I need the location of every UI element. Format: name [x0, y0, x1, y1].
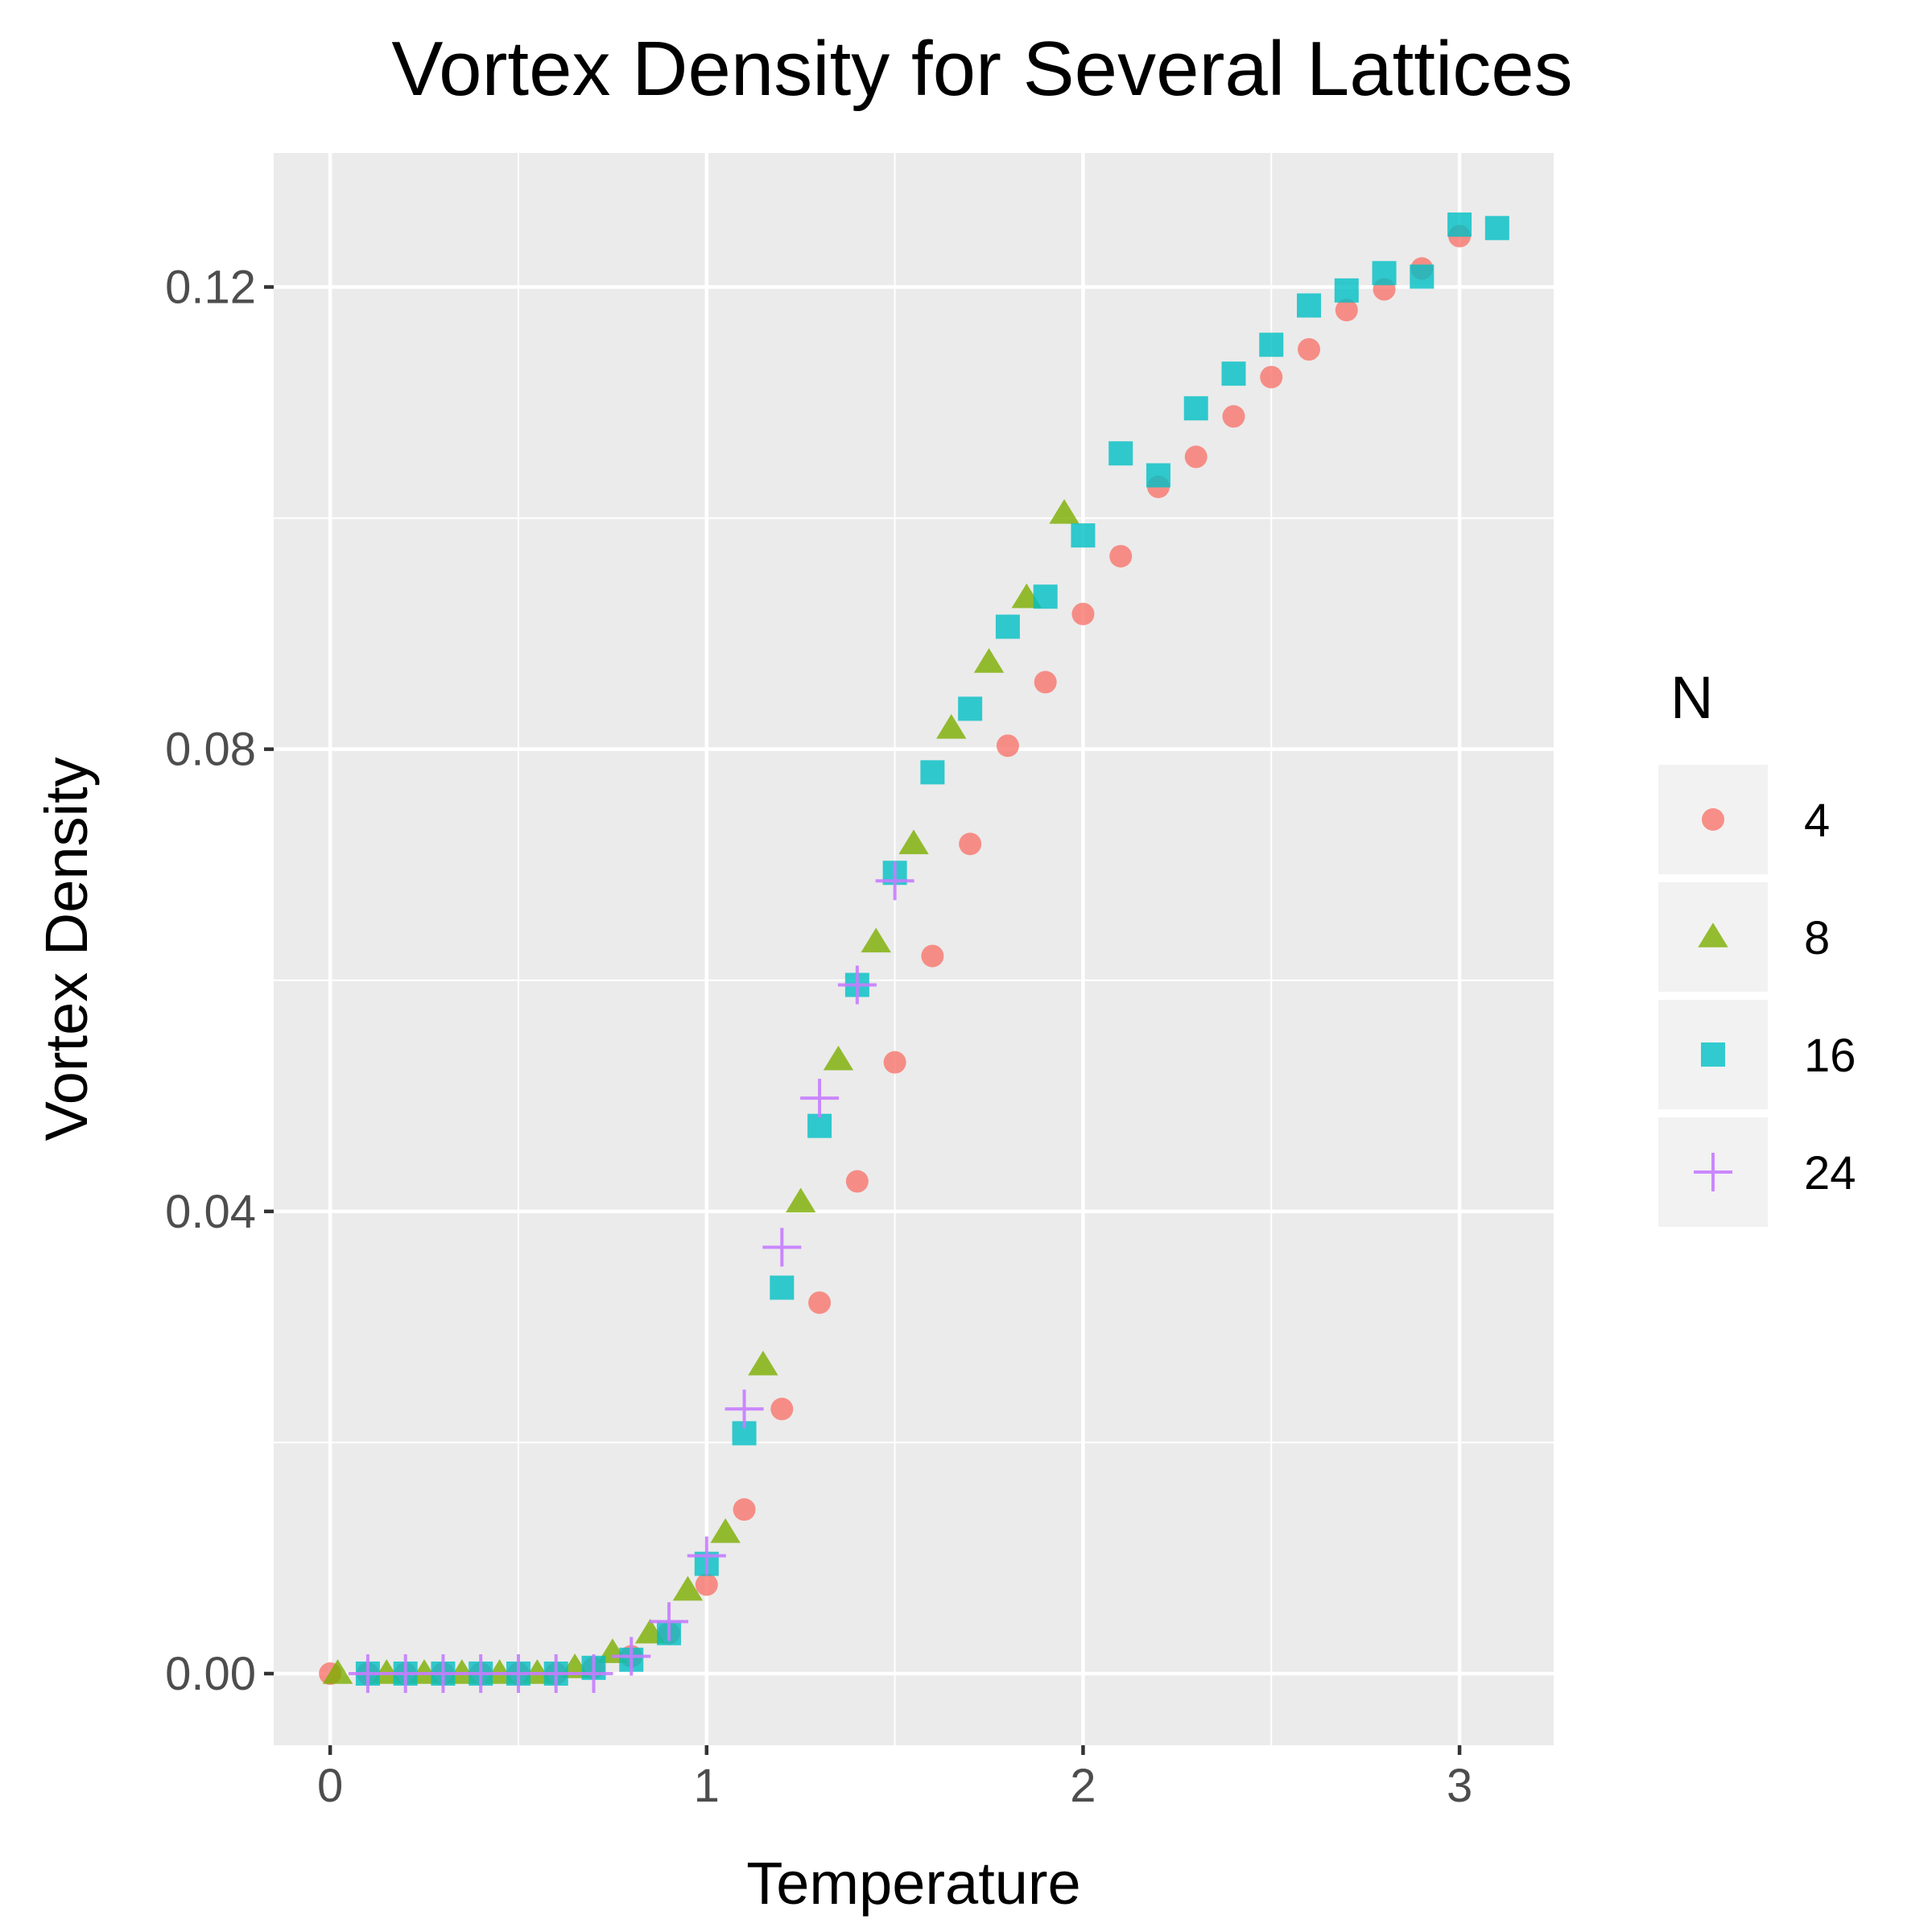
data-point [650, 1602, 689, 1641]
data-point [1184, 445, 1208, 469]
data-point [1334, 278, 1359, 303]
data-point [936, 713, 967, 739]
data-point [837, 965, 877, 1005]
data-point [1049, 498, 1080, 524]
data-point [762, 1228, 802, 1267]
data-point [672, 1575, 704, 1601]
data-point [695, 1573, 718, 1596]
y-axis-title: Vortex Density [33, 757, 100, 1141]
data-point [1447, 212, 1472, 237]
y-tick-label: 0.04 [165, 1186, 256, 1238]
data-point [770, 1275, 795, 1300]
data-point [1335, 299, 1358, 322]
data-point [1034, 671, 1057, 694]
data-point [786, 1187, 816, 1213]
data-point [1183, 396, 1208, 421]
x-tick-label: 0 [317, 1760, 343, 1812]
legend-title: N [1670, 664, 1713, 731]
data-point [1298, 338, 1321, 361]
x-axis-title: Temperature [746, 1850, 1080, 1917]
legend-label: 8 [1804, 912, 1830, 964]
legend-marker [1694, 1153, 1732, 1191]
data-point [1410, 264, 1435, 289]
legend-label: 24 [1804, 1147, 1856, 1199]
data-point [386, 1654, 425, 1693]
legend-marker [1701, 1042, 1725, 1067]
data-point [973, 648, 1005, 673]
data-point [1071, 523, 1096, 548]
legend-marker [1702, 808, 1724, 831]
data-point [461, 1654, 501, 1693]
data-point [823, 1045, 854, 1071]
data-point [996, 734, 1019, 758]
legend-label: 4 [1804, 795, 1830, 847]
x-tick-label: 3 [1447, 1760, 1472, 1812]
data-point [995, 614, 1020, 639]
grid-minor [274, 153, 1554, 1745]
data-point [710, 1518, 741, 1543]
data-point [861, 927, 891, 953]
data-point [1372, 261, 1397, 286]
data-point [322, 1659, 353, 1684]
legend-item-24: 24 [1658, 1117, 1856, 1227]
data-point [921, 944, 944, 968]
data-point [1109, 544, 1133, 568]
data-point [748, 1350, 778, 1376]
data-point [687, 1536, 726, 1575]
data-point [800, 1079, 840, 1118]
plot-panel [274, 153, 1554, 1745]
data-point [875, 861, 914, 901]
data-point [1484, 216, 1509, 241]
legend: N 4 8 16 24 [1658, 664, 1856, 1227]
legend-item-16: 16 [1658, 1000, 1856, 1109]
data-point [959, 832, 982, 856]
data-point [1221, 361, 1246, 386]
data-point [1260, 365, 1283, 389]
legend-item-4: 4 [1658, 765, 1830, 874]
data-point [498, 1654, 538, 1693]
axis-ticks [264, 285, 1462, 1755]
data-point [1297, 293, 1322, 318]
y-tick-label: 0.12 [165, 262, 256, 314]
data-point [883, 1051, 906, 1074]
data-point [1259, 332, 1284, 357]
data-point [1033, 584, 1058, 609]
data-point [898, 829, 929, 855]
data-point [808, 1291, 832, 1315]
data-point [1222, 405, 1245, 428]
data-point [920, 760, 945, 785]
y-tick-label: 0.08 [165, 724, 256, 776]
series-24 [348, 861, 914, 1693]
chart-title: Vortex Density for Several Lattices [391, 26, 1572, 112]
legend-items: 4 8 16 24 [1658, 765, 1856, 1227]
data-point [733, 1498, 756, 1521]
x-tick-label: 2 [1070, 1760, 1096, 1812]
data-point [1108, 441, 1133, 466]
x-tick-labels: 0 1 2 3 [317, 1760, 1472, 1812]
data-point [1071, 602, 1095, 625]
data-point [612, 1637, 651, 1676]
legend-item-8: 8 [1658, 882, 1830, 992]
data-point [807, 1113, 832, 1138]
data-point [958, 696, 983, 721]
data-point [348, 1654, 387, 1693]
y-tick-label: 0.00 [165, 1648, 256, 1700]
legend-marker [1698, 923, 1728, 947]
data-point [845, 1170, 869, 1193]
data-points [319, 212, 1509, 1693]
data-point [1146, 463, 1170, 488]
data-point [770, 1397, 794, 1421]
data-point [574, 1654, 613, 1693]
x-tick-label: 1 [694, 1760, 720, 1812]
data-point [423, 1654, 463, 1693]
data-point [536, 1654, 576, 1693]
y-tick-labels: 0.00 0.04 0.08 0.12 [165, 262, 256, 1700]
data-point [724, 1389, 764, 1429]
legend-label: 16 [1804, 1030, 1856, 1082]
